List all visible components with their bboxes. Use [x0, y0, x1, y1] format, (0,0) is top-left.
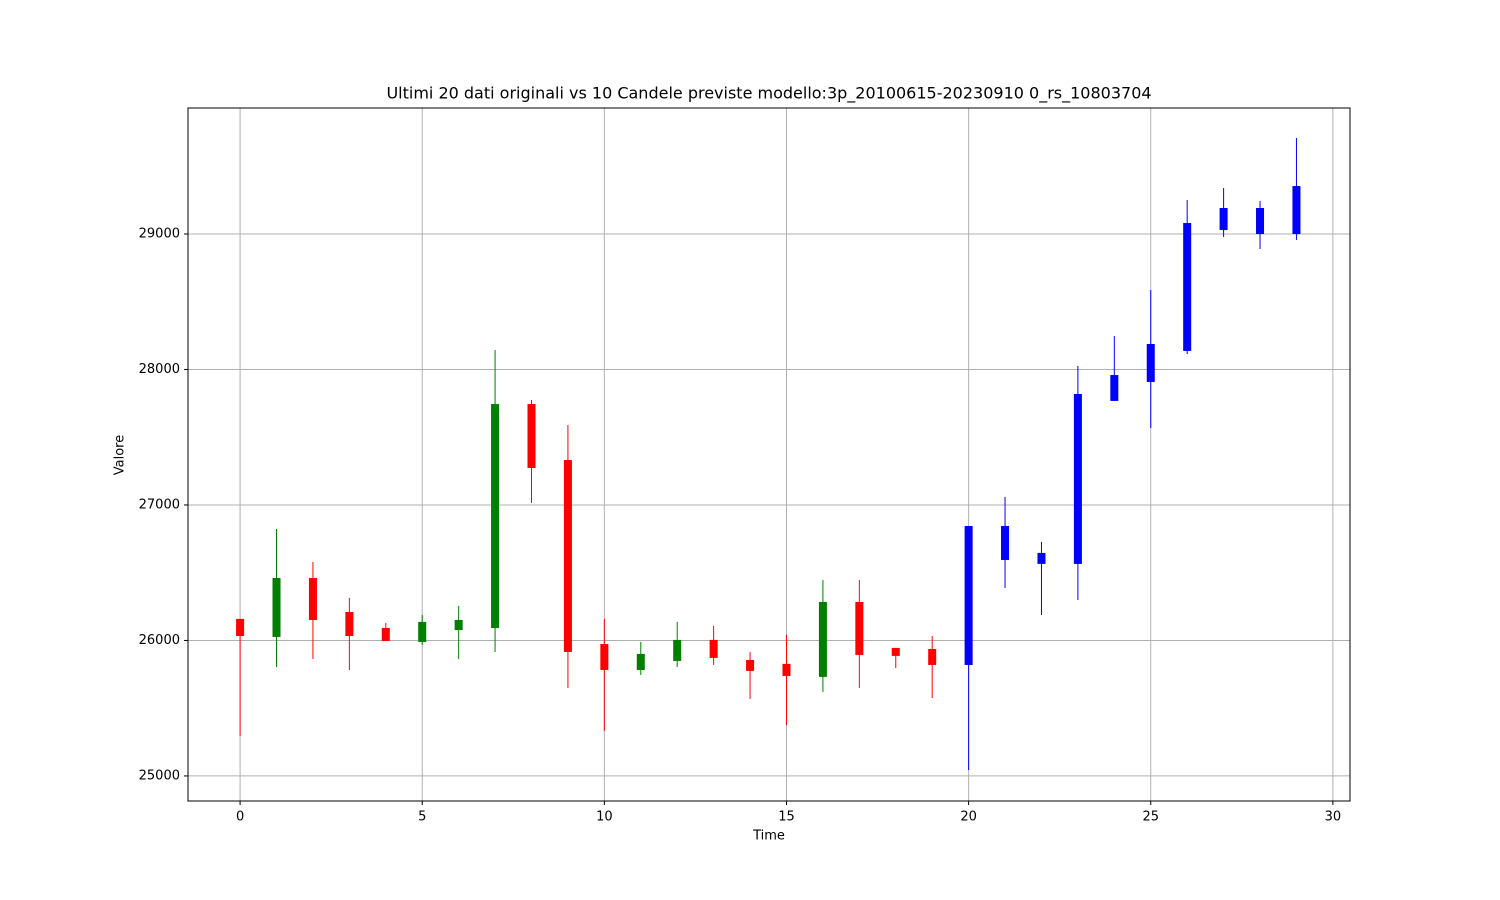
y-tick-label: 29000: [139, 227, 180, 242]
candle-body: [454, 619, 463, 631]
candle-body: [1183, 223, 1192, 351]
candle-body: [1073, 394, 1082, 564]
candle-body: [818, 601, 827, 677]
candle-body: [345, 612, 354, 636]
chart-title: Ultimi 20 dati originali vs 10 Candele p…: [386, 84, 1151, 104]
candle-body: [563, 459, 572, 652]
candle-body: [746, 659, 755, 671]
candle-body: [673, 639, 682, 661]
y-tick-label: 26000: [139, 633, 180, 648]
x-tick-label: 25: [1142, 810, 1159, 825]
candle-body: [1001, 525, 1010, 560]
x-axis-label: Time: [752, 829, 785, 844]
candle-body: [381, 627, 390, 641]
candle-body: [891, 647, 900, 656]
candle-body: [418, 621, 427, 642]
plot-frame: [187, 107, 1351, 802]
x-tick-label: 15: [778, 810, 795, 825]
y-tick-label: 28000: [139, 362, 180, 377]
candle-body: [236, 618, 245, 636]
candle-body: [964, 525, 973, 665]
candle-body: [272, 577, 281, 637]
x-tick-label: 10: [596, 810, 613, 825]
candle-body: [709, 639, 718, 658]
candle-body: [1256, 207, 1265, 234]
y-axis-label: Valore: [113, 435, 128, 475]
candle-body: [1146, 344, 1155, 382]
y-tick-label: 25000: [139, 768, 180, 783]
candle-body: [855, 601, 864, 655]
x-tick-label: 0: [236, 810, 244, 825]
x-tick-label: 30: [1325, 810, 1342, 825]
candle-body: [1037, 552, 1046, 564]
x-tick-label: 20: [960, 810, 977, 825]
candle-body: [1292, 186, 1301, 234]
y-tick-label: 27000: [139, 497, 180, 512]
candle-body: [1110, 375, 1119, 401]
candle-body: [308, 577, 317, 620]
candle-body: [1219, 207, 1228, 231]
x-tick-label: 5: [418, 810, 426, 825]
candle-body: [600, 643, 609, 670]
candle-body: [636, 654, 645, 670]
candle-body: [527, 404, 536, 468]
candle-body: [491, 404, 500, 628]
candle-body: [928, 648, 937, 665]
candle-body: [782, 663, 791, 676]
